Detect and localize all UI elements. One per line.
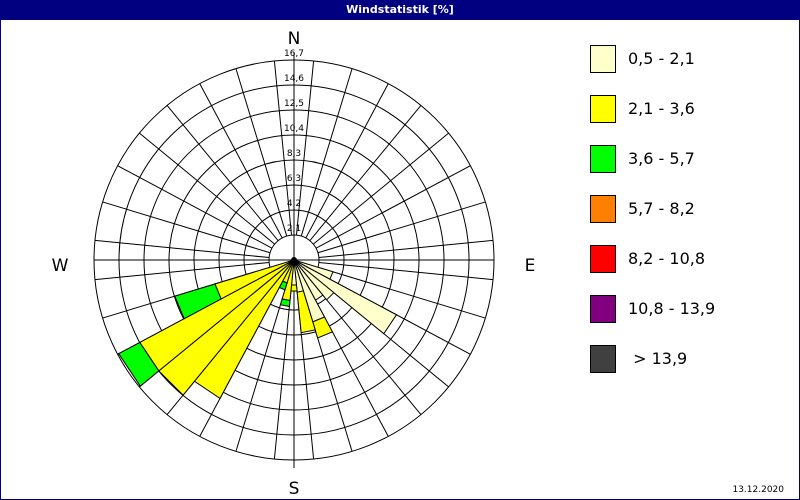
radial-tick-label: 2,1 [287, 224, 301, 234]
wind-bar-segment [296, 290, 316, 334]
radial-tick-label: 12,5 [284, 99, 304, 109]
grid-spoke [318, 261, 494, 281]
wind-bars [117, 257, 398, 400]
legend-swatch [590, 95, 616, 123]
legend-label: 8,2 - 10,8 [628, 249, 706, 268]
grid-spoke [273, 60, 293, 236]
grid-spoke [315, 165, 471, 249]
legend-label: 0,5 - 2,1 [628, 49, 695, 68]
grid-spoke [317, 266, 486, 319]
grid-spoke [139, 132, 275, 245]
compass-n: N [288, 29, 301, 49]
grid-spoke [199, 83, 283, 239]
grid-spoke [235, 283, 288, 452]
legend-label: 2,1 - 3,6 [628, 99, 695, 118]
legend-label: > 13,9 [628, 349, 688, 368]
title-bar: Windstatistik [%] [0, 0, 800, 20]
grid-spoke [309, 105, 422, 241]
wind-bar-segment [117, 341, 160, 387]
center-hub [291, 257, 297, 263]
grid-spoke [317, 201, 486, 254]
legend-swatch [590, 245, 616, 273]
grid-spoke [305, 83, 389, 239]
radial-tick-labels: 2,1 4,2 6,3 8,3 10,4 12,5 14,6 16,7 [284, 49, 304, 234]
grid-spoke [94, 261, 270, 281]
radial-tick-label: 8,3 [287, 149, 301, 159]
grid-spoke [309, 279, 422, 415]
radial-tick-label: 14,6 [284, 74, 304, 84]
grid-spoke [318, 239, 494, 259]
grid-spoke [235, 68, 288, 237]
compass-w: W [52, 256, 69, 276]
grid-spoke [117, 165, 273, 249]
grid-spoke [313, 132, 449, 245]
legend-label: 3,6 - 5,7 [628, 149, 695, 168]
wind-bar-segment [293, 259, 398, 335]
wind-bar-segment [174, 283, 222, 320]
grid-spoke [295, 60, 315, 236]
radial-tick-label: 16,7 [284, 49, 304, 59]
radial-tick-label: 4,2 [287, 199, 301, 209]
grid-spoke [273, 284, 293, 460]
legend-swatch [590, 345, 616, 373]
legend-label: 5,7 - 8,2 [628, 199, 695, 218]
compass-e: E [525, 256, 536, 276]
legend-swatch [590, 45, 616, 73]
wind-bar-segment [279, 298, 291, 308]
grid-spoke [166, 105, 279, 241]
radial-tick-label: 6,3 [287, 174, 301, 184]
compass-s: S [289, 479, 300, 499]
legend-swatch [590, 295, 616, 323]
legend-swatch [590, 195, 616, 223]
grid-spoke [102, 201, 271, 254]
legend-swatch [590, 145, 616, 173]
legend-label: 10,8 - 13,9 [628, 299, 716, 318]
wind-bar-segment [312, 316, 334, 339]
date-label: 13.12.2020 [732, 485, 784, 495]
radial-tick-label: 10,4 [284, 124, 304, 134]
grid-spoke [300, 68, 353, 237]
grid-spoke [94, 239, 270, 259]
